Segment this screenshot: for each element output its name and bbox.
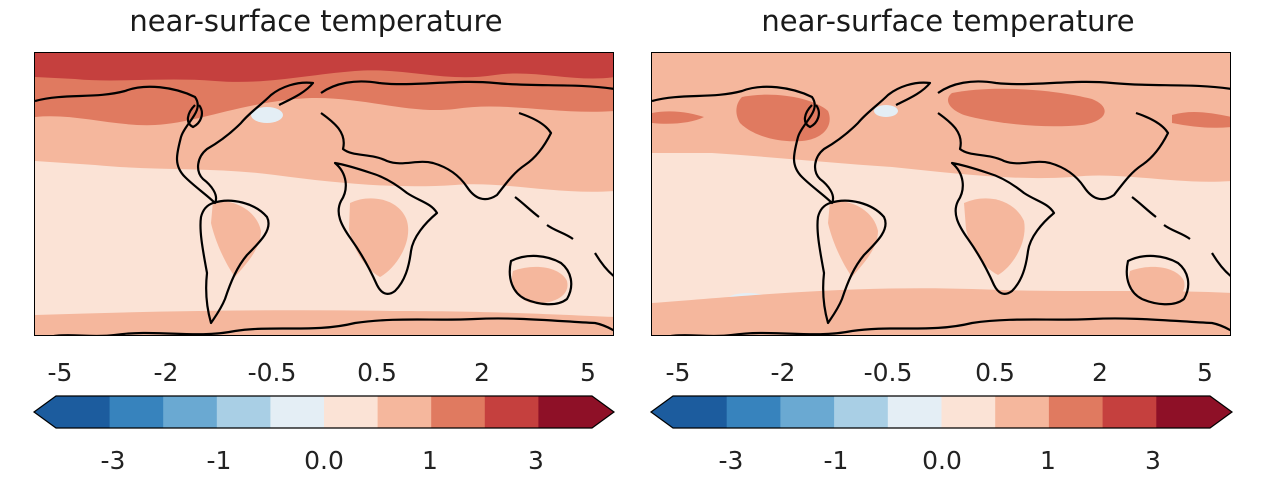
right-colorbar-top-tick: 5 bbox=[1197, 358, 1213, 387]
right-colorbar-top-tick: -5 bbox=[665, 358, 691, 387]
right-map-panel: near-surface temperature bbox=[632, 0, 1264, 496]
right-colorbar-top-tick: 0.5 bbox=[975, 358, 1015, 387]
right-colorbar-bottom-tick: 3 bbox=[1145, 446, 1161, 475]
right-coastlines bbox=[652, 80, 1230, 335]
right-colorbar-bottom-tick: -3 bbox=[718, 446, 744, 475]
right-map-svg bbox=[652, 53, 1230, 335]
left-south-america-warm-patch bbox=[211, 200, 261, 277]
right-colorbar-top-tick: 2 bbox=[1092, 358, 1108, 387]
right-colorbar-outline bbox=[649, 395, 1234, 429]
left-colorbar-segment bbox=[484, 396, 539, 428]
left-colorbar-top-tick: -0.5 bbox=[247, 358, 297, 387]
right-colorbar-bottom-tick: -1 bbox=[823, 446, 849, 475]
right-colorbar-bottom-tick: 0.0 bbox=[922, 446, 962, 475]
left-colorbar-segment bbox=[56, 396, 111, 428]
left-colorbar-outline bbox=[32, 395, 616, 429]
left-coastlines bbox=[35, 80, 613, 335]
left-colorbar-extend-max bbox=[592, 396, 614, 428]
left-colorbar-bottom-tick: -3 bbox=[100, 446, 126, 475]
left-colorbar-bottom-tick: 3 bbox=[528, 446, 544, 475]
right-colorbar-segment bbox=[941, 396, 996, 428]
left-colorbar-segment bbox=[109, 396, 164, 428]
left-colorbar-segment bbox=[270, 396, 325, 428]
right-colorbar-segment bbox=[673, 396, 728, 428]
left-north-atlantic-cool-spot bbox=[251, 107, 283, 123]
right-colorbar-top-tick: -2 bbox=[770, 358, 796, 387]
left-colorbar-segment bbox=[324, 396, 379, 428]
right-colorbar-segment bbox=[780, 396, 835, 428]
left-colorbar-segment bbox=[377, 396, 432, 428]
right-colorbar-segment bbox=[1156, 396, 1211, 428]
right-colorbar-segments bbox=[649, 395, 1234, 429]
right-colorbar-segment bbox=[726, 396, 781, 428]
left-colorbar-bottom-tick: 1 bbox=[422, 446, 438, 475]
right-colorbar-segment bbox=[887, 396, 942, 428]
right-north-atlantic-cool-spot bbox=[874, 105, 898, 117]
left-colorbar-segment bbox=[538, 396, 593, 428]
left-colorbar-segment bbox=[216, 396, 271, 428]
left-colorbar-top-tick: 0.5 bbox=[357, 358, 397, 387]
left-colorbar-extend-min bbox=[34, 396, 56, 428]
right-north-america-warm-patch bbox=[736, 94, 830, 142]
left-southern-ocean-warm-band bbox=[35, 310, 613, 335]
right-colorbar-extend-max bbox=[1210, 396, 1232, 428]
left-australia-warm-patch bbox=[511, 266, 568, 304]
right-colorbar-segment bbox=[1102, 396, 1157, 428]
left-colorbar bbox=[32, 395, 616, 429]
left-colorbar-top-tick: -5 bbox=[47, 358, 73, 387]
left-colorbar-top-tick: 5 bbox=[580, 358, 596, 387]
left-map-svg bbox=[35, 53, 613, 335]
right-colorbar-segment bbox=[995, 396, 1050, 428]
left-colorbar-bottom-tick: -1 bbox=[206, 446, 232, 475]
right-south-america-warm-patch bbox=[828, 200, 878, 277]
right-colorbar-bottom-tick: 1 bbox=[1040, 446, 1056, 475]
left-colorbar-top-tick: -2 bbox=[153, 358, 179, 387]
right-central-asia-warm-patch bbox=[948, 88, 1105, 127]
left-colorbar-bottom-tick: 0.0 bbox=[304, 446, 344, 475]
left-map-panel: near-surface temperature bbox=[32, 4, 616, 475]
right-colorbar-extend-min bbox=[651, 396, 673, 428]
left-colorbar-segments bbox=[32, 395, 616, 429]
right-northern-warm-band bbox=[652, 53, 1230, 182]
right-colorbar-top-tick: -0.5 bbox=[863, 358, 913, 387]
left-map-plot bbox=[34, 52, 614, 336]
left-colorbar-segment bbox=[431, 396, 486, 428]
right-colorbar-segment bbox=[1048, 396, 1104, 428]
left-colorbar-segment bbox=[163, 396, 218, 428]
left-map-title: near-surface temperature bbox=[129, 4, 503, 38]
right-map-title: near-surface temperature bbox=[761, 4, 1135, 38]
right-southern-ocean-warm-band bbox=[652, 288, 1230, 335]
left-colorbar-top-tick: 2 bbox=[474, 358, 490, 387]
right-map-plot bbox=[651, 52, 1231, 336]
right-colorbar bbox=[649, 395, 1234, 429]
right-colorbar-segment bbox=[834, 396, 889, 428]
left-arctic-hot-band bbox=[35, 53, 613, 82]
